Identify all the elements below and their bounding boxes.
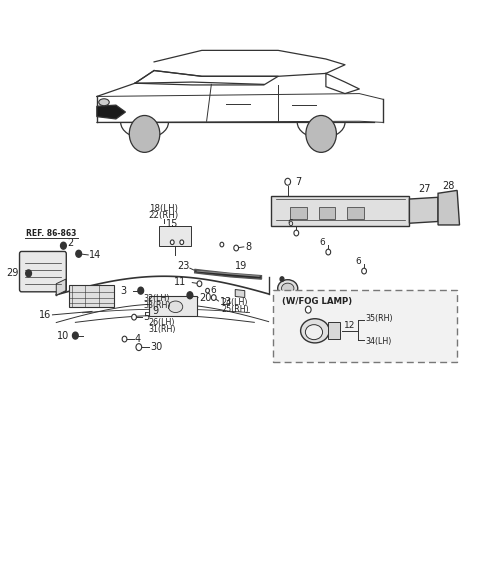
Text: 25(RH): 25(RH) xyxy=(222,305,250,314)
Text: 19: 19 xyxy=(235,262,248,272)
Ellipse shape xyxy=(165,298,186,316)
Polygon shape xyxy=(438,190,459,225)
Text: 6: 6 xyxy=(210,286,216,295)
Circle shape xyxy=(170,240,174,244)
Circle shape xyxy=(180,240,184,244)
Text: 14: 14 xyxy=(89,250,101,260)
Bar xyxy=(348,207,364,219)
Circle shape xyxy=(26,270,32,277)
Text: 33(RH): 33(RH) xyxy=(144,301,171,310)
Text: 22(RH): 22(RH) xyxy=(149,211,179,220)
Circle shape xyxy=(122,336,127,342)
Ellipse shape xyxy=(99,99,109,106)
Text: 17(LH): 17(LH) xyxy=(296,294,323,303)
Bar xyxy=(328,322,340,339)
Circle shape xyxy=(72,332,78,339)
Circle shape xyxy=(285,178,290,185)
Circle shape xyxy=(326,249,331,255)
Circle shape xyxy=(205,288,209,293)
Text: 16: 16 xyxy=(39,310,51,320)
Circle shape xyxy=(60,242,66,249)
Circle shape xyxy=(76,250,82,257)
Text: 2: 2 xyxy=(67,239,73,248)
Text: 6: 6 xyxy=(288,219,293,228)
Text: 18(LH): 18(LH) xyxy=(149,204,178,213)
Text: 28: 28 xyxy=(442,181,454,190)
FancyBboxPatch shape xyxy=(271,196,409,226)
Text: 23: 23 xyxy=(178,262,190,272)
Text: 6: 6 xyxy=(320,238,325,247)
Circle shape xyxy=(306,115,336,152)
Ellipse shape xyxy=(300,318,329,343)
Polygon shape xyxy=(195,269,262,279)
Text: (W/FOG LAMP): (W/FOG LAMP) xyxy=(281,297,352,306)
Circle shape xyxy=(220,242,224,247)
Bar xyxy=(159,226,192,246)
Text: 20: 20 xyxy=(199,293,211,303)
Circle shape xyxy=(138,287,144,294)
Text: 3: 3 xyxy=(121,285,127,296)
Text: 27: 27 xyxy=(418,184,431,194)
Bar xyxy=(290,207,307,219)
Text: 31(RH): 31(RH) xyxy=(148,325,176,334)
Text: 11: 11 xyxy=(174,277,187,287)
Text: 35(RH): 35(RH) xyxy=(365,314,393,324)
Circle shape xyxy=(362,268,366,274)
Text: 29: 29 xyxy=(7,268,19,278)
Text: 8: 8 xyxy=(245,242,252,252)
Text: 6: 6 xyxy=(356,257,361,266)
Polygon shape xyxy=(409,197,438,223)
Circle shape xyxy=(197,281,202,287)
Polygon shape xyxy=(235,290,245,298)
Text: 32(LH): 32(LH) xyxy=(144,294,170,303)
Bar xyxy=(149,296,197,316)
Polygon shape xyxy=(97,105,125,119)
Circle shape xyxy=(280,277,284,281)
FancyBboxPatch shape xyxy=(20,251,66,292)
FancyBboxPatch shape xyxy=(69,285,115,307)
Text: 7: 7 xyxy=(295,177,301,187)
Circle shape xyxy=(187,292,193,299)
Circle shape xyxy=(294,230,299,236)
Text: 15: 15 xyxy=(166,219,179,229)
Circle shape xyxy=(129,115,160,152)
Ellipse shape xyxy=(278,280,298,297)
Text: 9: 9 xyxy=(152,306,158,316)
Ellipse shape xyxy=(281,283,294,294)
Ellipse shape xyxy=(168,301,183,313)
Ellipse shape xyxy=(305,325,323,340)
Text: 34(LH): 34(LH) xyxy=(365,337,391,346)
Bar xyxy=(319,207,336,219)
FancyBboxPatch shape xyxy=(274,290,457,361)
Text: 12: 12 xyxy=(344,321,355,329)
Circle shape xyxy=(211,295,216,301)
Circle shape xyxy=(234,245,239,251)
Polygon shape xyxy=(56,279,66,295)
Circle shape xyxy=(136,344,142,350)
Text: 30: 30 xyxy=(151,342,163,352)
Text: 13: 13 xyxy=(219,297,232,307)
Circle shape xyxy=(132,314,136,320)
Text: 24(LH): 24(LH) xyxy=(222,298,248,307)
Text: 10: 10 xyxy=(58,331,70,340)
Circle shape xyxy=(305,306,311,313)
Text: REF. 86-863: REF. 86-863 xyxy=(26,229,77,237)
Text: 5: 5 xyxy=(143,312,149,322)
Text: 21(RH): 21(RH) xyxy=(296,301,324,310)
Text: 4: 4 xyxy=(135,334,141,344)
Text: 26(LH): 26(LH) xyxy=(148,318,175,327)
